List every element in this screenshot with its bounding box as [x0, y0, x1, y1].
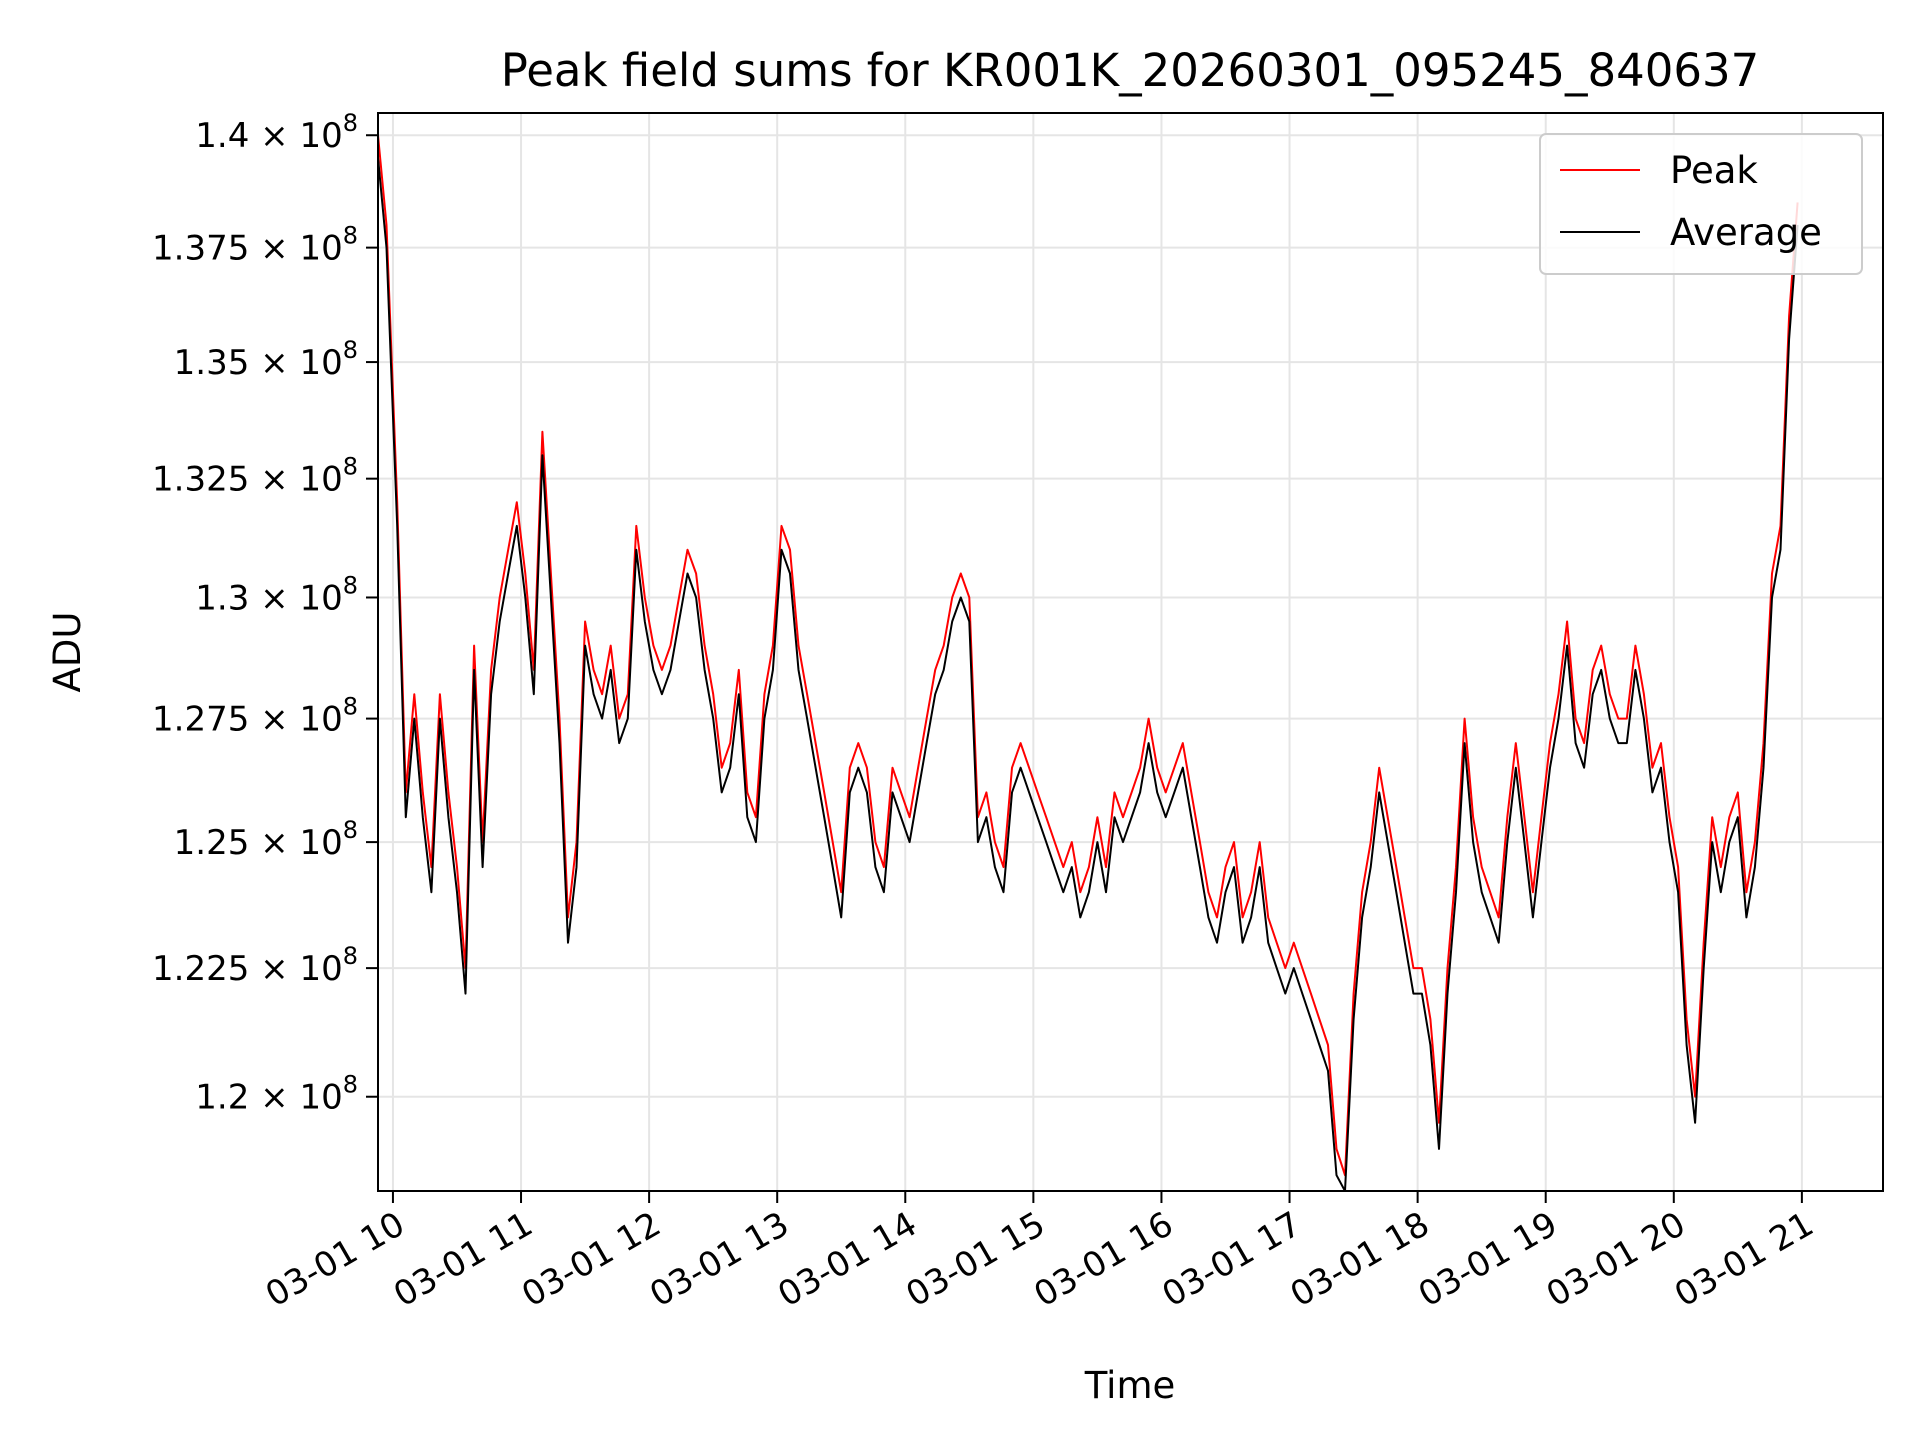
plot-frame	[377, 112, 1884, 1192]
y-tick-label: 1.275 × 108	[152, 693, 358, 740]
x-axis-label: Time	[1084, 1364, 1176, 1407]
legend-label-peak: Peak	[1670, 149, 1758, 192]
y-tick-label: 1.325 × 108	[152, 453, 358, 500]
y-tick-label: 1.25 × 108	[174, 816, 358, 863]
y-tick-label: 1.225 × 108	[152, 942, 358, 989]
y-tick-label: 1.2 × 108	[195, 1071, 358, 1118]
legend-label-average: Average	[1670, 211, 1822, 254]
series-lines	[378, 135, 1799, 1191]
series-line-average	[378, 157, 1799, 1191]
y-tick-label: 1.375 × 108	[152, 222, 358, 269]
y-tick-label: 1.4 × 108	[195, 109, 358, 156]
y-axis: 1.2 × 108 1.225 × 108 1.25 × 108 1.275 × 10…	[152, 109, 378, 1118]
chart-title: Peak field sums for KR001K_20260301_0952…	[501, 44, 1760, 97]
series-line-peak	[378, 135, 1799, 1177]
y-tick-label: 1.35 × 108	[174, 336, 358, 383]
y-axis-label: ADU	[46, 612, 89, 693]
legend: Peak Average	[1539, 133, 1863, 275]
y-tick-label: 1.3 × 108	[195, 571, 358, 618]
